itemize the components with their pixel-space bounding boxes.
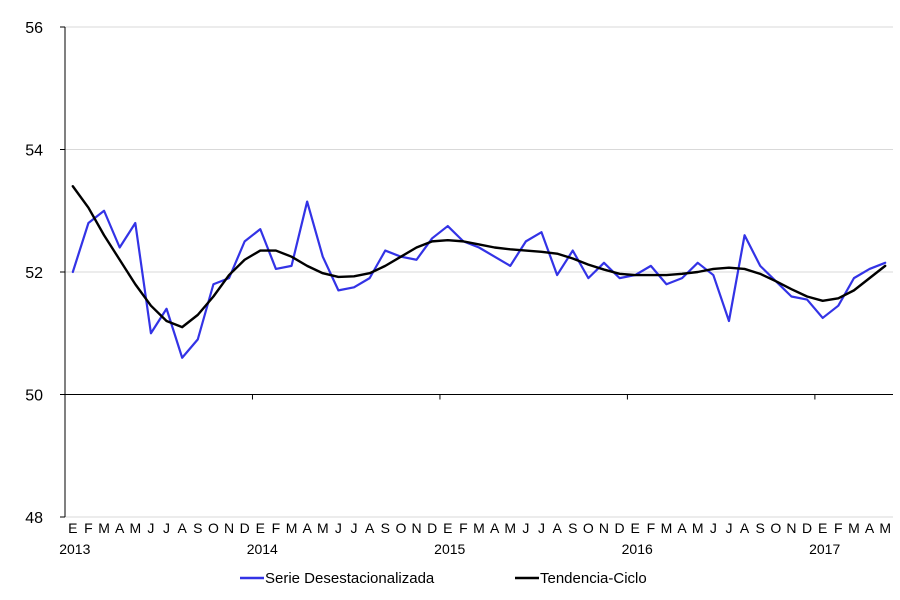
year-label: 2013 [59,541,90,557]
month-label: E [818,520,827,536]
month-label: D [427,520,437,536]
month-label: N [786,520,796,536]
month-label: A [740,520,750,536]
month-label: M [129,520,141,536]
month-label: J [725,520,732,536]
y-tick-labels: 48 50 52 54 56 [25,20,43,527]
month-label: S [756,520,765,536]
month-label: M [317,520,329,536]
year-label: 2016 [622,541,653,557]
month-label: J [335,520,342,536]
month-label: M [661,520,673,536]
month-label: N [224,520,234,536]
month-label: M [504,520,516,536]
month-label: J [351,520,358,536]
month-label: F [272,520,281,536]
month-label: J [163,520,170,536]
month-label: S [568,520,577,536]
month-label: O [770,520,781,536]
month-label: F [459,520,468,536]
month-label: J [147,520,154,536]
y-tick-label: 54 [25,143,43,160]
month-label: M [692,520,704,536]
month-label: M [879,520,891,536]
month-label: E [631,520,640,536]
month-label: F [647,520,656,536]
month-label: E [68,520,77,536]
month-label: A [677,520,687,536]
series-line-tendencia-ciclo [71,185,887,329]
month-label: A [552,520,562,536]
y-tick-label: 48 [25,510,43,527]
month-label: D [802,520,812,536]
month-label: O [208,520,219,536]
month-label: A [490,520,500,536]
month-label: A [365,520,375,536]
month-label: A [302,520,312,536]
month-label: J [538,520,545,536]
month-label: D [240,520,250,536]
month-label: N [411,520,421,536]
month-label: O [395,520,406,536]
month-label: F [834,520,843,536]
legend: Serie Desestacionalizada Tendencia-Ciclo [240,570,647,587]
legend-label: Tendencia-Ciclo [540,570,647,587]
month-label: O [583,520,594,536]
month-label: E [443,520,452,536]
axes [60,26,893,518]
year-label: 2017 [809,541,840,557]
month-label: M [473,520,485,536]
month-label: M [286,520,298,536]
month-label: D [615,520,625,536]
year-label: 2015 [434,541,465,557]
month-label: A [865,520,875,536]
month-label: S [381,520,390,536]
year-label: 2014 [247,541,278,557]
month-label: M [848,520,860,536]
y-tick-label: 56 [25,20,43,37]
month-label: E [256,520,265,536]
y-tick-label: 52 [25,265,43,282]
month-label: F [84,520,93,536]
month-label: S [193,520,202,536]
month-label: J [522,520,529,536]
month-label: A [177,520,187,536]
month-label: A [115,520,125,536]
legend-label: Serie Desestacionalizada [265,570,435,587]
y-tick-label: 50 [25,388,43,405]
month-label: M [98,520,110,536]
month-label: N [599,520,609,536]
series-lines [71,185,887,359]
month-label: J [710,520,717,536]
